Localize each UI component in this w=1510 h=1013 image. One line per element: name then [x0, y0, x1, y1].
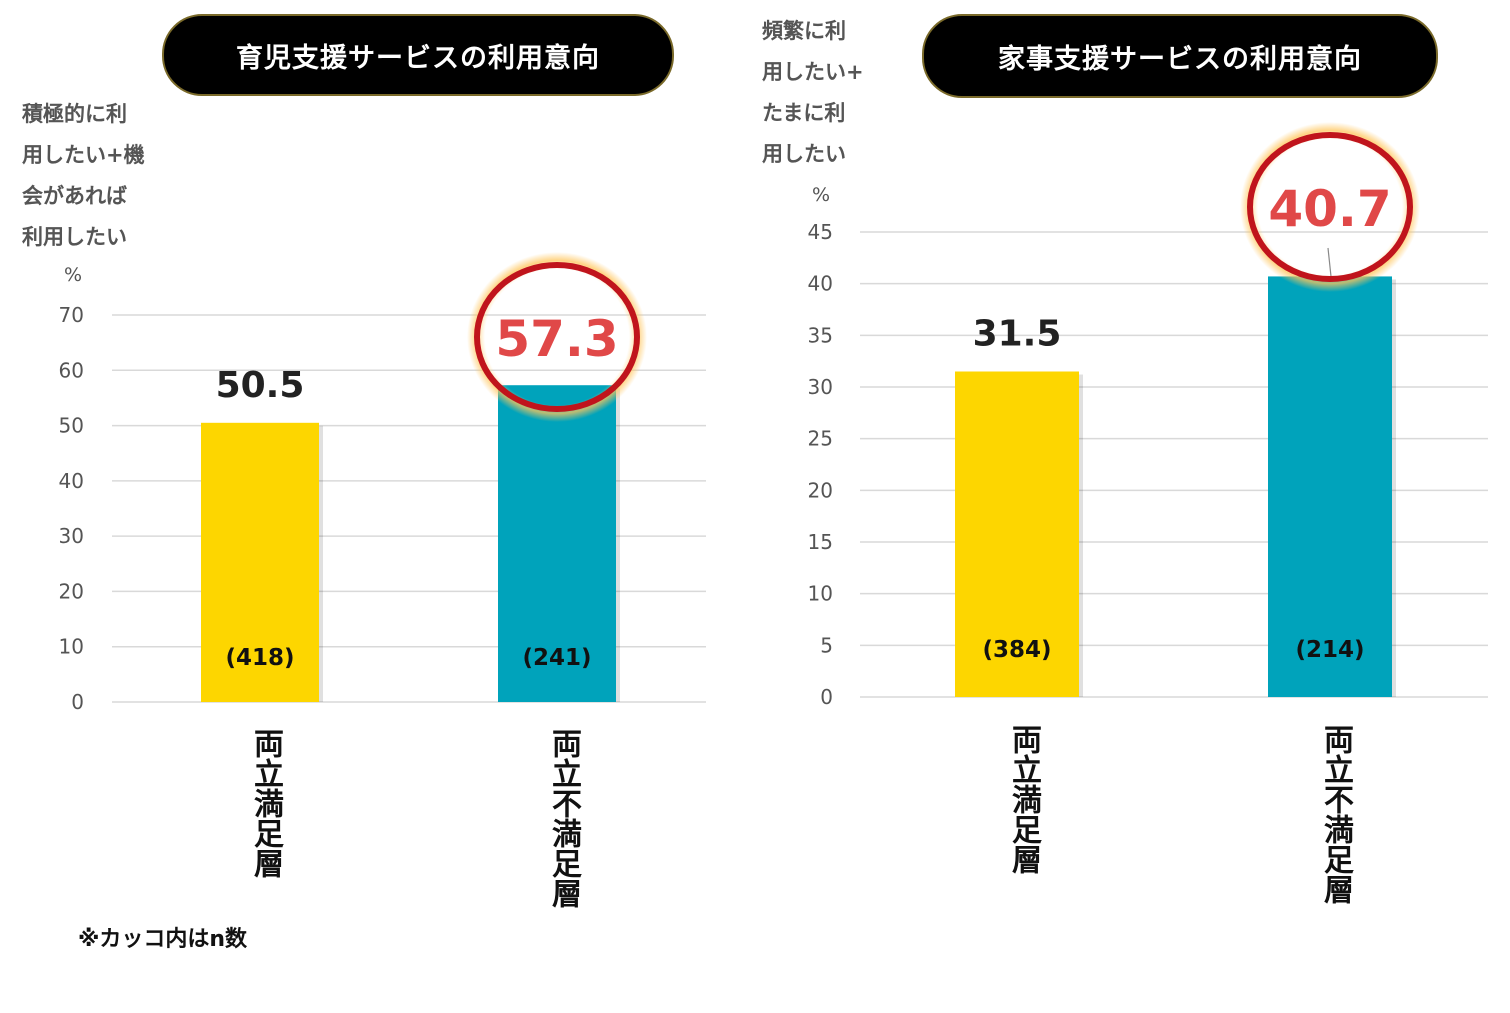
footnote: ※カッコ内はn数: [78, 927, 248, 952]
chart2-ylabel-line: 用したい+: [762, 60, 864, 84]
chart1-ylabel-line: 利用したい: [22, 225, 127, 249]
chart2-category-label: 両立不満足層: [1318, 724, 1353, 904]
chart2-n-label: (384): [982, 637, 1051, 663]
chart1-ylabel-line: 用したい+機: [22, 143, 145, 167]
chart1-n-label: (241): [522, 645, 591, 671]
chart1-unit: %: [64, 264, 83, 286]
chart2-y-tick: 20: [808, 478, 833, 502]
chart2-y-tick: 5: [820, 633, 833, 657]
chart1-y-tick: 0: [71, 690, 84, 714]
chart2-highlight-glow: [1240, 122, 1420, 292]
chart2-y-tick: 15: [808, 530, 833, 554]
chart2-ylabel: 頻繁に利 用したい+ たまに利 用したい: [762, 11, 864, 175]
chart1-y-tick: 40: [59, 469, 84, 493]
chart1-bar: [201, 422, 319, 702]
chart2-y-tick: 0: [820, 685, 833, 709]
chart2-value-label: 40.7: [1268, 180, 1391, 238]
chart2-highlight-ring: [1247, 132, 1413, 282]
chart2-category-label: 両立満足層: [1006, 724, 1041, 874]
chart1-highlight-glow: [467, 252, 647, 422]
chart1-y-tick: 70: [59, 303, 84, 327]
chart2-y-tick: 40: [808, 272, 833, 296]
chart2-bar: [1268, 276, 1392, 697]
chart1-category-label: 両立不満足層: [546, 728, 581, 908]
chart1-y-tick: 10: [59, 635, 84, 659]
chart1-y-tick: 60: [59, 358, 84, 382]
chart1-value-label: 50.5: [216, 365, 305, 406]
chart2-unit: %: [812, 184, 831, 206]
chart2-y-tick: 25: [808, 427, 833, 451]
chart2-n-label: (214): [1295, 637, 1364, 663]
chart2-ylabel-line: 用したい: [762, 142, 846, 166]
chart1-ylabel-line: 会があれば: [22, 184, 127, 208]
chart2-y-tick: 10: [808, 582, 833, 606]
chart2-ylabel-line: 頻繁に利: [762, 19, 846, 43]
chart2-y-tick: 35: [808, 323, 833, 347]
chart2-title: 家事支援サービスの利用意向: [922, 14, 1438, 98]
chart1-ylabel-line: 積極的に利: [22, 102, 127, 126]
chart2-y-tick: 30: [808, 375, 833, 399]
chart1-y-tick: 30: [59, 524, 84, 548]
chart2-y-tick: 45: [808, 220, 833, 244]
chart1-ylabel: 積極的に利 用したい+機 会があれば 利用したい: [22, 94, 145, 258]
chart1-category-label: 両立満足層: [248, 728, 283, 878]
chart2-bar: [955, 371, 1079, 697]
chart2-ylabel-line: たまに利: [762, 101, 846, 125]
chart2-value-label: 31.5: [973, 314, 1062, 355]
chart1-bar: [498, 385, 616, 702]
chart1-title: 育児支援サービスの利用意向: [162, 14, 674, 96]
chart1-n-label: (418): [225, 645, 294, 671]
chart1-value-label: 57.3: [495, 310, 618, 368]
chart1-highlight-ring: [474, 262, 640, 412]
chart1-y-tick: 20: [59, 579, 84, 603]
chart1-y-tick: 50: [59, 414, 84, 438]
